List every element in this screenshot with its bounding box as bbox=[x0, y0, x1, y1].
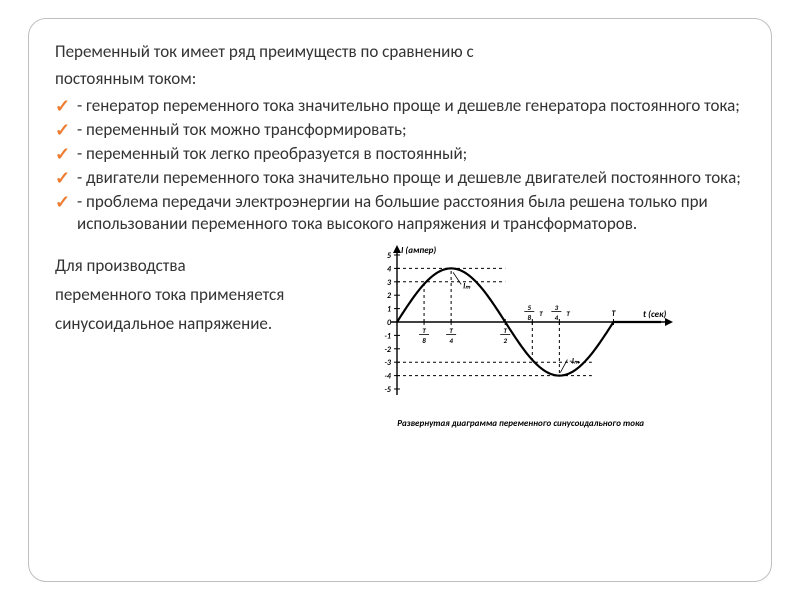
svg-text:2: 2 bbox=[387, 292, 392, 302]
intro-line-1: Переменный ток имеет ряд преимуществ по … bbox=[55, 41, 745, 64]
svg-text:3: 3 bbox=[387, 278, 392, 288]
chart-caption: Развернутая диаграмма переменного синусо… bbox=[397, 419, 644, 429]
svg-text:3: 3 bbox=[554, 303, 558, 312]
lower-line-2: переменного тока применяется bbox=[55, 284, 284, 307]
svg-text:T: T bbox=[566, 309, 570, 318]
svg-text:I (ампер): I (ампер) bbox=[401, 245, 436, 256]
svg-text:4: 4 bbox=[387, 265, 392, 275]
svg-text:2: 2 bbox=[503, 336, 507, 345]
svg-text:T: T bbox=[422, 326, 426, 335]
svg-text:-5: -5 bbox=[384, 385, 391, 395]
svg-text:-Iₘ: -Iₘ bbox=[569, 357, 580, 367]
list-item: - двигатели переменного тока значительно… bbox=[55, 167, 745, 189]
svg-text:8: 8 bbox=[527, 313, 531, 322]
svg-text:T: T bbox=[539, 309, 543, 318]
list-item: - переменный ток можно трансформировать; bbox=[55, 119, 745, 141]
svg-text:4: 4 bbox=[449, 336, 453, 345]
svg-text:0: 0 bbox=[387, 318, 392, 328]
svg-text:t (сек): t (сек) bbox=[643, 309, 667, 320]
advantages-list: - генератор переменного тока значительно… bbox=[55, 95, 745, 236]
svg-text:Iₘ: Iₘ bbox=[463, 282, 471, 292]
sine-chart: 543210-1-2-3-4-5I (ампер)t (сек)T8T4T258… bbox=[296, 237, 745, 429]
svg-text:5: 5 bbox=[387, 251, 391, 261]
intro-line-2: постоянным током: bbox=[55, 68, 745, 91]
svg-text:T: T bbox=[611, 309, 616, 319]
lower-line-3: синусоидальное напряжение. bbox=[55, 313, 284, 336]
lower-row: Для производства переменного тока примен… bbox=[55, 249, 745, 429]
svg-text:-1: -1 bbox=[384, 332, 391, 342]
svg-text:8: 8 bbox=[422, 336, 426, 345]
svg-text:5: 5 bbox=[527, 303, 531, 312]
svg-text:T: T bbox=[503, 326, 507, 335]
list-item: - переменный ток легко преобразуется в п… bbox=[55, 143, 745, 165]
svg-text:1: 1 bbox=[387, 305, 391, 315]
list-item: - генератор переменного тока значительно… bbox=[55, 95, 745, 117]
slide-frame: Переменный ток имеет ряд преимуществ по … bbox=[28, 18, 772, 582]
svg-text:T: T bbox=[449, 326, 453, 335]
lower-line-1: Для производства bbox=[55, 255, 284, 278]
svg-text:-3: -3 bbox=[384, 359, 391, 369]
sine-svg: 543210-1-2-3-4-5I (ампер)t (сек)T8T4T258… bbox=[361, 237, 681, 417]
svg-text:4: 4 bbox=[554, 313, 558, 322]
lower-text-block: Для производства переменного тока примен… bbox=[55, 249, 284, 336]
svg-text:-4: -4 bbox=[384, 372, 391, 382]
svg-text:-2: -2 bbox=[384, 345, 391, 355]
list-item: - проблема передачи электроэнергии на бо… bbox=[55, 191, 745, 235]
